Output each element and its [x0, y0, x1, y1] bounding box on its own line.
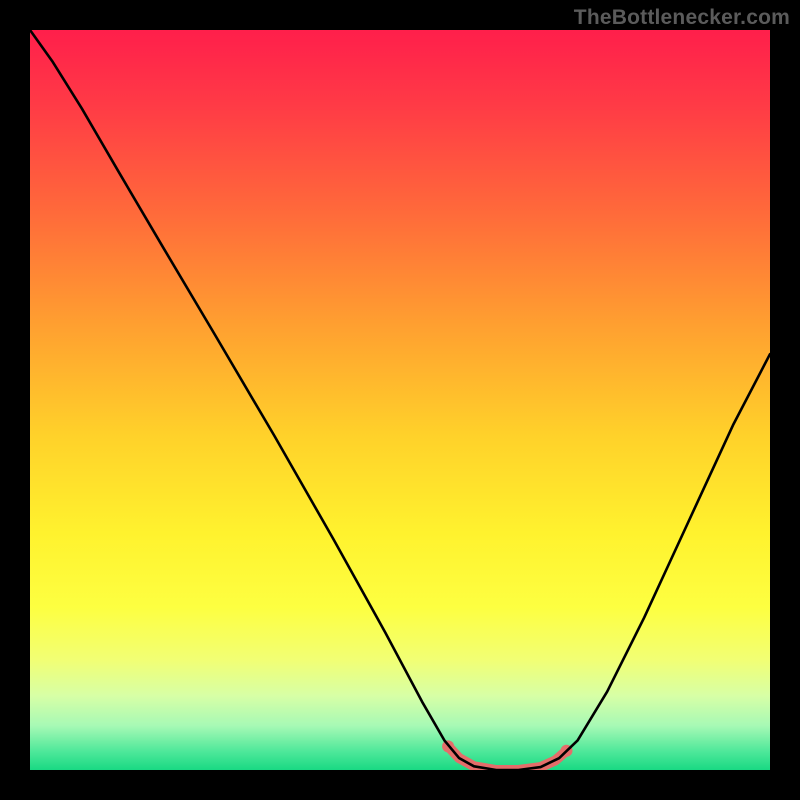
chart-container: { "attribution": { "text": "TheBottlenec… — [0, 0, 800, 800]
attribution-text: TheBottlenecker.com — [574, 6, 790, 30]
bottleneck-curve-chart — [0, 0, 800, 800]
